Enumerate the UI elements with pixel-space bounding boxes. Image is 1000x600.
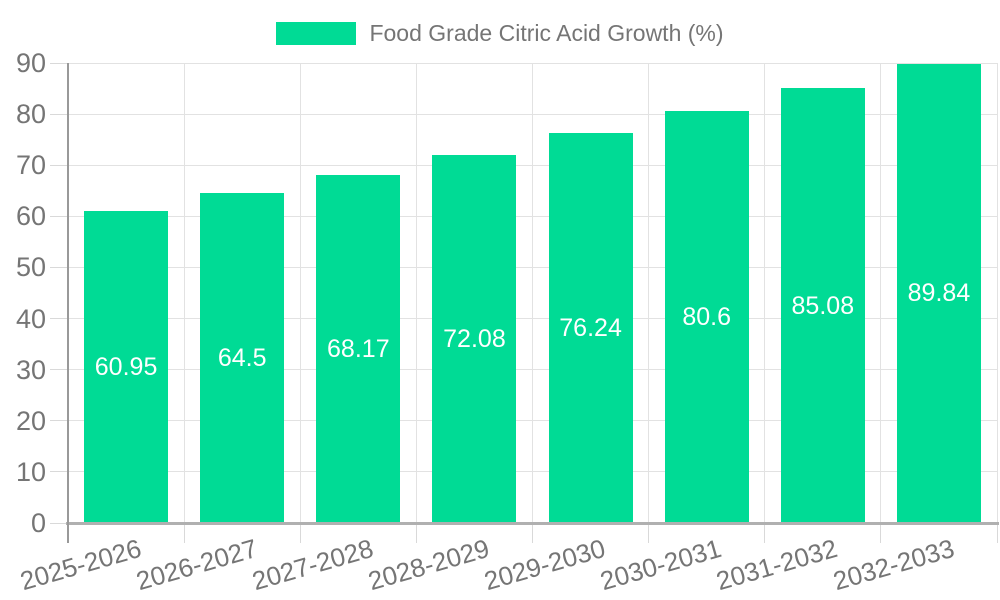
bar-value-label: 76.24	[559, 314, 622, 343]
y-tick	[50, 113, 68, 115]
x-tick	[764, 523, 766, 543]
legend-item[interactable]: Food Grade Citric Acid Growth (%)	[0, 20, 1000, 47]
v-gridline	[415, 63, 417, 523]
y-axis-tick-label: 0	[30, 508, 46, 538]
bar-value-label: 85.08	[791, 291, 855, 320]
y-axis-line	[66, 63, 69, 543]
y-axis-tick-label: 50	[15, 252, 46, 283]
v-gridline	[996, 63, 998, 523]
x-tick	[532, 523, 533, 543]
y-axis-tick-label: 10	[15, 456, 46, 487]
x-tick	[415, 523, 417, 543]
y-tick	[50, 266, 68, 268]
bar-value-label: 68.17	[327, 334, 390, 363]
x-axis-tick-label: 2026-2027	[132, 533, 261, 597]
bar[interactable]	[84, 211, 169, 523]
y-axis-tick-label: 20	[15, 405, 46, 436]
y-tick	[50, 164, 68, 166]
x-axis-tick-label: 2030-2031	[597, 533, 725, 597]
v-gridline	[880, 63, 882, 523]
legend-label: Food Grade Citric Acid Growth (%)	[369, 20, 724, 46]
y-axis-tick-label: 30	[15, 354, 46, 385]
y-tick	[50, 420, 68, 422]
y-tick	[50, 369, 68, 371]
bar-value-label: 60.95	[94, 353, 158, 382]
v-gridline	[532, 63, 533, 523]
y-axis-tick-label: 40	[15, 303, 46, 334]
y-tick	[50, 522, 68, 524]
x-tick	[648, 523, 650, 543]
y-tick	[50, 471, 68, 473]
bar[interactable]	[896, 63, 981, 523]
x-tick	[183, 523, 185, 543]
x-axis-tick-label: 2028-2029	[364, 533, 493, 597]
x-axis-line	[66, 521, 999, 525]
y-axis-tick-label: 80	[15, 99, 46, 130]
y-tick	[50, 62, 68, 64]
y-axis-tick-label: 60	[15, 201, 46, 232]
x-axis-tick-label: 2029-2030	[481, 533, 609, 597]
x-tick	[299, 523, 301, 543]
y-tick	[50, 215, 68, 217]
bar[interactable]	[432, 154, 517, 523]
x-axis-tick-label: 2032-2033	[829, 533, 958, 597]
bar-value-label: 72.08	[443, 324, 506, 353]
y-tick	[50, 318, 68, 320]
bar-value-label: 64.5	[217, 344, 267, 373]
x-tick	[880, 523, 882, 543]
y-axis-tick-label: 90	[15, 48, 46, 78]
bar[interactable]	[664, 111, 749, 523]
v-gridline	[299, 63, 301, 523]
v-gridline	[764, 63, 766, 523]
v-gridline	[183, 63, 185, 523]
v-gridline	[648, 63, 650, 523]
x-axis-tick-label: 2031-2032	[713, 533, 842, 597]
bar-value-label: 80.6	[682, 303, 732, 332]
bar[interactable]	[548, 133, 633, 523]
bar[interactable]	[200, 193, 285, 523]
x-axis-tick-label: 2025-2026	[16, 533, 145, 597]
bar-value-label: 89.84	[907, 279, 971, 308]
x-axis-tick-label: 2027-2028	[248, 533, 377, 597]
x-tick	[996, 523, 998, 543]
y-axis-tick-label: 70	[15, 150, 46, 181]
bar[interactable]	[780, 88, 865, 523]
legend-color-swatch	[276, 22, 357, 45]
bar[interactable]	[316, 174, 401, 523]
